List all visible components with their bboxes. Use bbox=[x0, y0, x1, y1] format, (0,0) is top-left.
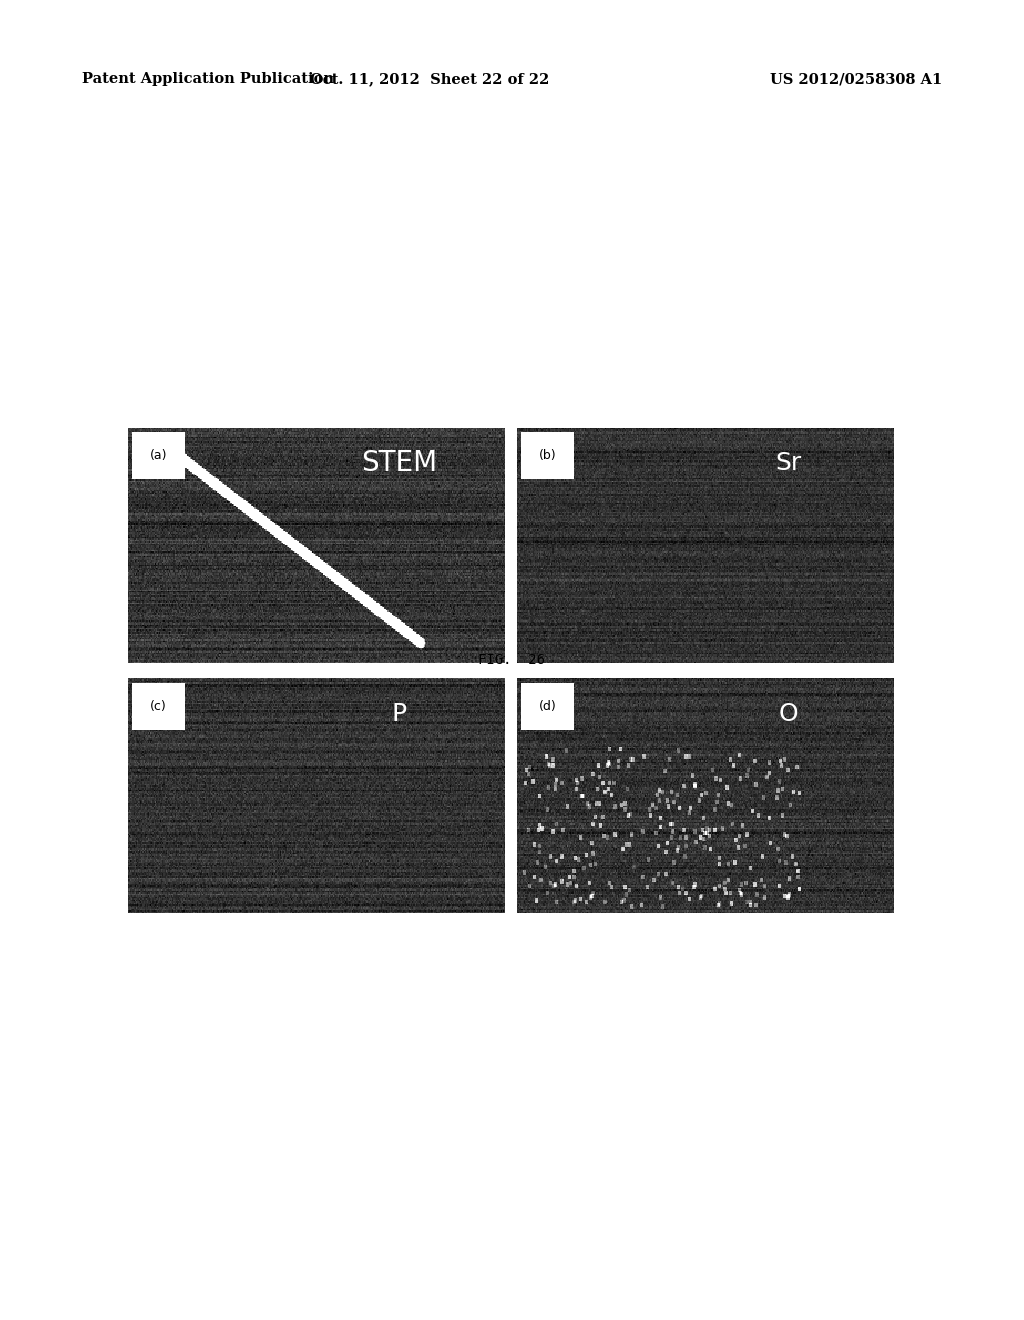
Text: (d): (d) bbox=[539, 700, 556, 713]
Text: STEM: STEM bbox=[361, 449, 437, 477]
FancyBboxPatch shape bbox=[521, 684, 573, 730]
Text: (a): (a) bbox=[150, 449, 167, 462]
FancyBboxPatch shape bbox=[132, 433, 184, 479]
Text: O: O bbox=[778, 702, 799, 726]
FancyBboxPatch shape bbox=[132, 684, 184, 730]
Text: (c): (c) bbox=[150, 700, 167, 713]
Text: Patent Application Publication: Patent Application Publication bbox=[82, 73, 334, 86]
Text: (b): (b) bbox=[539, 449, 556, 462]
Text: P: P bbox=[392, 702, 407, 726]
Text: FIG.  26: FIG. 26 bbox=[478, 652, 546, 667]
Text: Sr: Sr bbox=[775, 451, 802, 475]
Text: US 2012/0258308 A1: US 2012/0258308 A1 bbox=[770, 73, 942, 86]
FancyBboxPatch shape bbox=[521, 433, 573, 479]
Text: Oct. 11, 2012  Sheet 22 of 22: Oct. 11, 2012 Sheet 22 of 22 bbox=[310, 73, 550, 86]
